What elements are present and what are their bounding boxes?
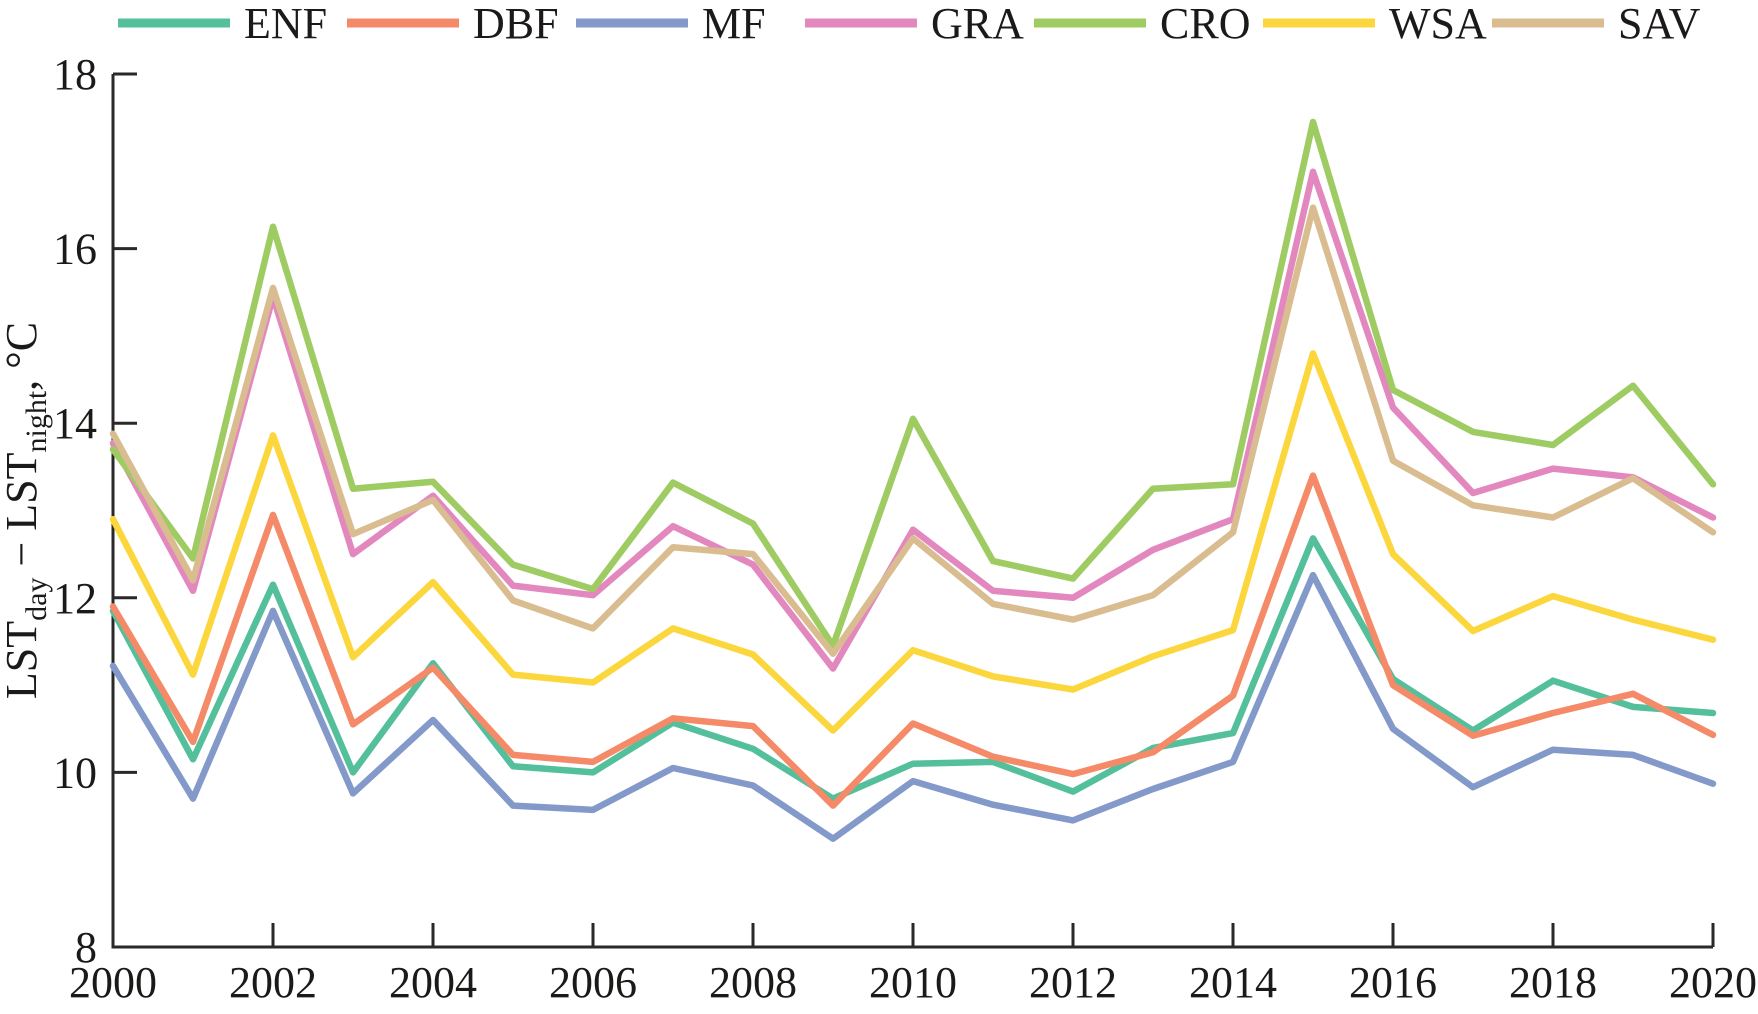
series-line-sav [109, 204, 1717, 657]
series-lines [109, 118, 1717, 842]
y-axis-label: LSTday − LSTnight, °C [0, 322, 53, 699]
series-line-mf [109, 571, 1717, 842]
legend: ENF DBF MF GRA CRO WSA SAV [118, 0, 1701, 48]
x-tick-label: 2000 [69, 958, 157, 1007]
legend-item-enf: ENF [118, 0, 327, 48]
legend-label-mf: MF [702, 0, 766, 48]
x-tick-label: 2004 [389, 958, 477, 1007]
y-tick-label: 10 [53, 748, 97, 797]
legend-item-mf: MF [576, 0, 766, 48]
x-tick-label: 2012 [1029, 958, 1117, 1007]
legend-item-sav: SAV [1492, 0, 1701, 48]
axes: 8 10 12 14 16 18 2000 2002 2004 2006 2008 2010 2012 2… [0, 50, 1757, 1007]
y-tick-label: 12 [53, 574, 97, 623]
x-tick-label: 2006 [549, 958, 637, 1007]
legend-item-gra: GRA [805, 0, 1024, 48]
series-line-dbf [109, 472, 1717, 809]
series-line-enf [109, 535, 1717, 802]
y-tick-label: 14 [53, 399, 97, 448]
series-line-wsa [109, 350, 1717, 734]
legend-label-dbf: DBF [473, 0, 559, 48]
x-tick-label: 2002 [229, 958, 317, 1007]
legend-label-cro: CRO [1160, 0, 1250, 48]
legend-item-wsa: WSA [1263, 0, 1487, 48]
x-tick-label: 2016 [1349, 958, 1437, 1007]
y-tick-label: 18 [53, 50, 97, 99]
series-line-cro [109, 118, 1717, 650]
x-tick-label: 2018 [1509, 958, 1597, 1007]
legend-label-sav: SAV [1618, 0, 1701, 48]
legend-item-cro: CRO [1034, 0, 1250, 48]
legend-label-enf: ENF [244, 0, 327, 48]
x-tick-label: 2008 [709, 958, 797, 1007]
x-tick-label: 2020 [1669, 958, 1757, 1007]
y-tick-label: 16 [53, 225, 97, 274]
axis-spines [111, 74, 1713, 949]
x-tick-label: 2010 [869, 958, 957, 1007]
series-line-gra [109, 168, 1717, 672]
x-tick-label: 2014 [1189, 958, 1277, 1007]
legend-label-gra: GRA [931, 0, 1024, 48]
y-tick-label: 8 [75, 923, 97, 972]
legend-label-wsa: WSA [1389, 0, 1487, 48]
legend-item-dbf: DBF [347, 0, 559, 48]
